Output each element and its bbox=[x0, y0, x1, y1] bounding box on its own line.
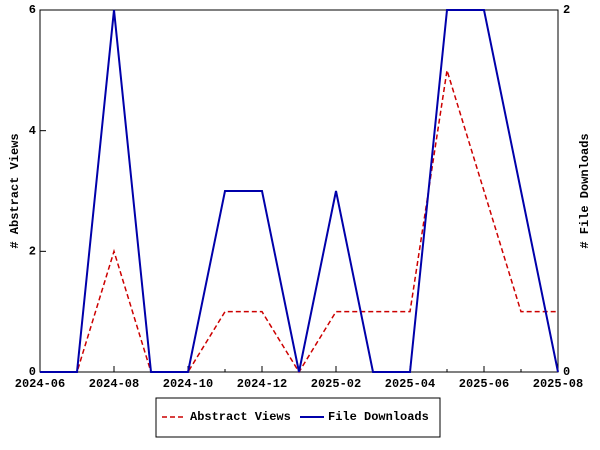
y-tick-label: 2 bbox=[29, 245, 36, 259]
x-tick-label: 2024-06 bbox=[15, 377, 65, 391]
legend-label: Abstract Views bbox=[190, 410, 291, 424]
x-tick-label: 2025-06 bbox=[459, 377, 509, 391]
y-axis-label: # Abstract Views bbox=[8, 133, 22, 248]
y2-tick-label: 0 bbox=[563, 365, 570, 379]
legend-label: File Downloads bbox=[328, 410, 429, 424]
x-tick-label: 2025-08 bbox=[533, 377, 583, 391]
legend bbox=[155, 397, 441, 438]
y-tick-label: 0 bbox=[29, 365, 36, 379]
x-tick-label: 2024-08 bbox=[89, 377, 139, 391]
y-tick-label: 6 bbox=[29, 3, 36, 17]
x-tick-label: 2024-10 bbox=[163, 377, 213, 391]
series-line bbox=[40, 70, 558, 374]
y-tick-label: 4 bbox=[29, 124, 36, 138]
x-tick-label: 2025-04 bbox=[385, 377, 435, 391]
series-line bbox=[40, 9, 559, 373]
plot-frame bbox=[39, 9, 559, 373]
x-tick-label: 2024-12 bbox=[237, 377, 287, 391]
y2-axis-label: # File Downloads bbox=[578, 133, 592, 248]
x-tick-label: 2025-02 bbox=[311, 377, 361, 391]
y2-tick-label: 2 bbox=[563, 3, 570, 17]
